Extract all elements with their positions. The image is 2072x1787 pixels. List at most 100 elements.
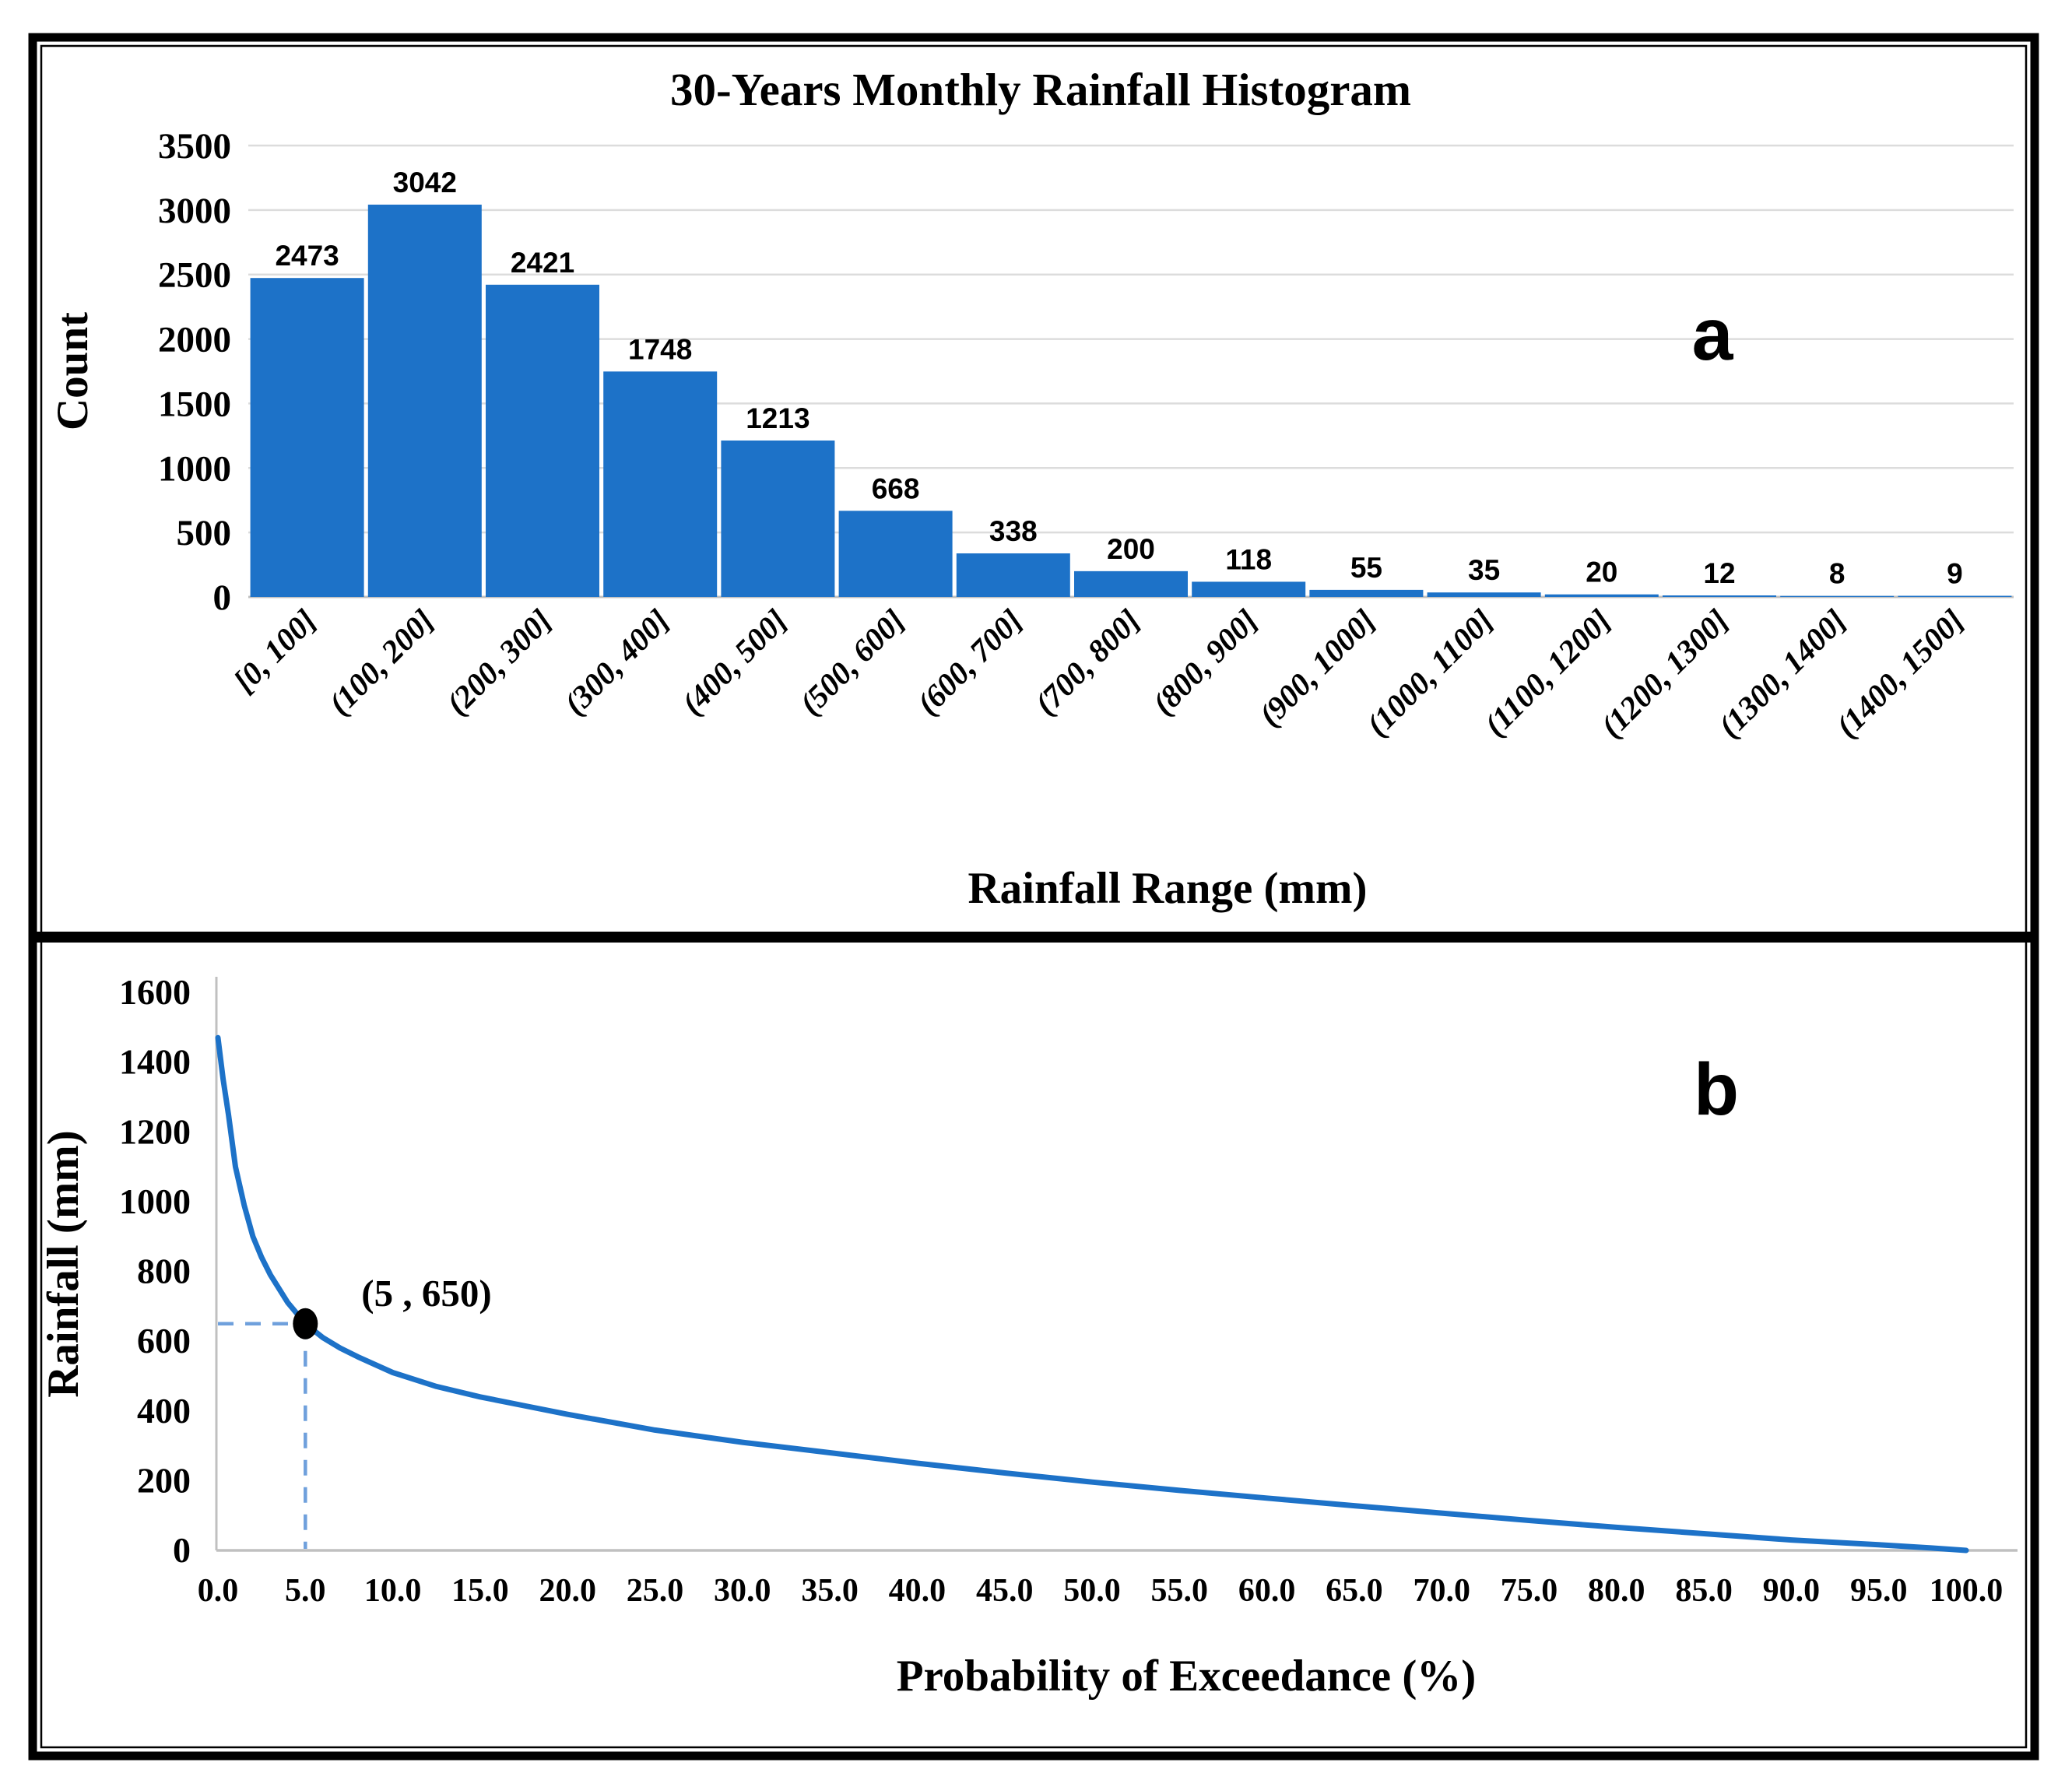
histogram-bar <box>367 204 482 597</box>
bar-value-label: 118 <box>1225 543 1272 575</box>
histogram-bar <box>1663 595 1776 597</box>
bar-value-label: 3042 <box>393 167 457 198</box>
y-tick-label: 3500 <box>158 126 231 167</box>
y-tick-label: 0 <box>213 578 232 618</box>
x-tick-label: 70.0 <box>1413 1573 1470 1609</box>
histogram-bar <box>838 511 953 597</box>
x-tick-label: 85.0 <box>1675 1573 1733 1609</box>
histogram-y-axis-title: Count <box>48 312 97 430</box>
histogram-bar <box>486 284 599 597</box>
y-tick-label: 3000 <box>158 191 231 231</box>
category-label: (200, 300] <box>439 602 558 721</box>
histogram-title: 30-Years Monthly Rainfall Histogram <box>670 64 1411 115</box>
y-tick-label: 2500 <box>158 255 231 296</box>
y-tick-label: 600 <box>137 1321 191 1360</box>
panel-b-letter: b <box>1694 1048 1739 1131</box>
histogram-value-labels: 2473 3042 2421 1748 1213 668 338 200 118 55 35 20 12… <box>275 167 1962 590</box>
x-tick-label: 50.0 <box>1063 1573 1121 1609</box>
x-tick-label: 45.0 <box>976 1573 1034 1609</box>
x-tick-label: 80.0 <box>1588 1573 1645 1609</box>
histogram-bars <box>250 204 2012 597</box>
category-label: (1000, 1100] <box>1359 602 1500 743</box>
exceedance-point-annotation: (5 , 650) <box>361 1272 491 1315</box>
x-tick-label: 90.0 <box>1763 1573 1821 1609</box>
category-label: (1300, 1400] <box>1711 602 1853 744</box>
histogram-bar <box>721 440 835 597</box>
histogram-bar <box>1192 581 1306 597</box>
bar-value-label: 668 <box>872 472 920 504</box>
histogram-category-labels: [0, 100](100, 200](200, 300](300, 400](4… <box>227 602 1971 744</box>
exceedance-axes <box>215 977 2018 1552</box>
histogram-bar <box>603 371 718 597</box>
x-tick-label: 40.0 <box>889 1573 946 1609</box>
exceedance-x-axis-title: Probability of Exceedance (%) <box>897 1652 1477 1701</box>
panel-a-letter: a <box>1692 293 1734 376</box>
bar-value-label: 338 <box>989 515 1038 547</box>
x-tick-label: 15.0 <box>451 1573 509 1609</box>
category-label: (800, 900] <box>1145 602 1264 721</box>
exceedance-line <box>215 1034 1969 1554</box>
category-label: (100, 200] <box>321 602 441 721</box>
histogram-bar <box>1544 594 1659 597</box>
y-tick-label: 1600 <box>119 972 191 1012</box>
y-tick-label: 800 <box>137 1252 191 1291</box>
panel-divider <box>37 932 2031 943</box>
exceedance-guide-lines <box>218 1322 307 1549</box>
bar-value-label: 8 <box>1829 558 1845 590</box>
y-tick-label: 2000 <box>158 320 231 360</box>
category-label: (500, 600] <box>792 602 911 721</box>
bar-value-label: 55 <box>1350 552 1382 584</box>
y-tick-label: 1500 <box>158 384 231 424</box>
exceedance-curve-series <box>215 1034 1969 1554</box>
histogram-bar <box>1309 589 1424 597</box>
x-tick-label: 65.0 <box>1326 1573 1383 1609</box>
x-tick-label: 25.0 <box>627 1573 684 1609</box>
exceedance-y-tick-labels: 0 200 400 600 800 1000 1200 1400 1600 <box>119 972 191 1570</box>
histogram-bar <box>1780 595 1895 597</box>
bar-value-label: 2473 <box>275 240 339 272</box>
marked-point-dot <box>293 1308 318 1339</box>
y-tick-label: 1000 <box>119 1181 191 1221</box>
x-tick-label: 55.0 <box>1151 1573 1209 1609</box>
x-tick-label: 60.0 <box>1238 1573 1296 1609</box>
x-tick-label: 100.0 <box>1930 1573 2004 1609</box>
y-tick-label: 1400 <box>119 1042 191 1082</box>
histogram-bar <box>1074 571 1188 597</box>
y-tick-label: 1200 <box>119 1111 191 1151</box>
y-tick-label: 400 <box>137 1391 191 1431</box>
figure-outer-border <box>28 33 2039 1761</box>
y-tick-label: 500 <box>177 513 232 553</box>
y-tick-label: 0 <box>173 1530 191 1570</box>
bar-value-label: 12 <box>1703 557 1735 589</box>
x-tick-label: 5.0 <box>285 1573 326 1609</box>
histogram-y-tick-labels: 0 500 1000 1500 2000 2500 3000 3500 <box>158 126 231 618</box>
bar-value-label: 1213 <box>746 402 809 434</box>
bar-value-label: 1748 <box>628 333 692 365</box>
histogram-x-axis-title: Rainfall Range (mm) <box>968 864 1368 913</box>
histogram-bar <box>250 278 364 597</box>
histogram-bar <box>1427 592 1541 597</box>
y-tick-label: 1000 <box>158 448 231 489</box>
category-label: (600, 700] <box>910 602 1029 721</box>
x-tick-label: 30.0 <box>714 1573 771 1609</box>
category-label: (1400, 1500] <box>1828 602 1970 744</box>
y-tick-label: 200 <box>137 1460 191 1500</box>
figure-inner-border <box>40 44 2028 1749</box>
histogram-bar <box>1898 595 2012 597</box>
category-label: (700, 800] <box>1027 602 1147 721</box>
bar-value-label: 2421 <box>511 247 574 279</box>
bar-value-label: 200 <box>1107 533 1155 565</box>
x-tick-label: 75.0 <box>1501 1573 1558 1609</box>
exceedance-x-tick-labels: 0.0 5.0 10.0 15.0 20.0 25.0 30.0 35.0 40.0 45.0 50… <box>198 1573 2004 1609</box>
exceedance-y-axis-title: Rainfall (mm) <box>39 1130 88 1398</box>
bar-value-label: 20 <box>1586 556 1617 588</box>
category-label: (400, 500] <box>674 602 793 721</box>
category-label: [0, 100] <box>227 602 323 699</box>
x-tick-label: 0.0 <box>198 1573 239 1609</box>
x-tick-label: 95.0 <box>1850 1573 1908 1609</box>
x-tick-label: 10.0 <box>364 1573 422 1609</box>
x-tick-label: 20.0 <box>539 1573 596 1609</box>
histogram-bar <box>956 553 1070 597</box>
